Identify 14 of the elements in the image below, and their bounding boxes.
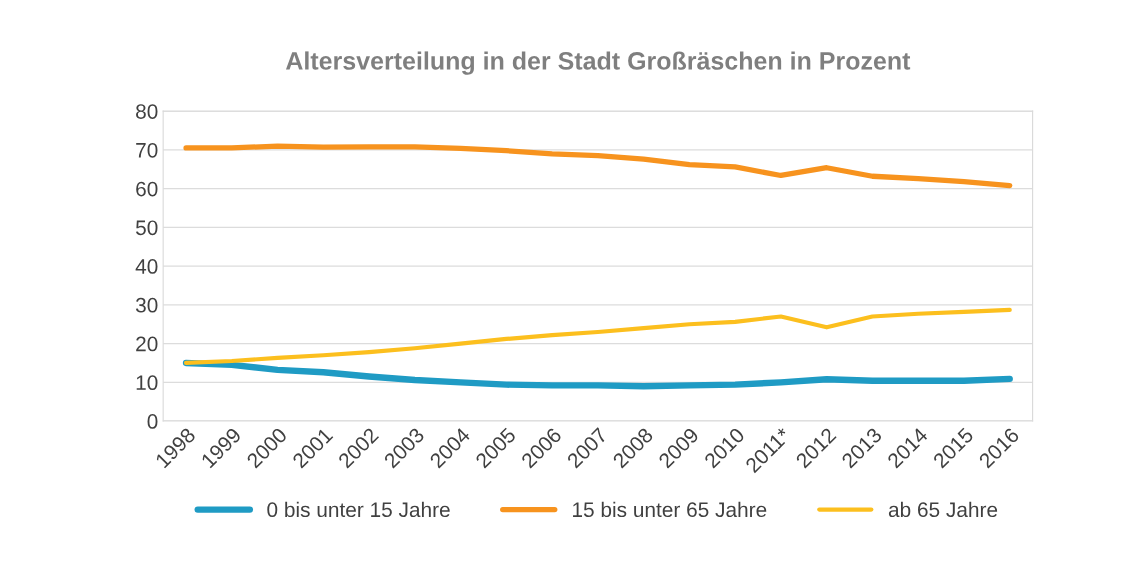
y-tick-label: 70 xyxy=(136,142,158,158)
y-tick-label: 10 xyxy=(136,375,158,391)
y-tick-label: 40 xyxy=(135,259,158,274)
y-tick-label: 0 xyxy=(147,414,158,429)
y-tick-label: 60 xyxy=(136,181,158,197)
line-series xyxy=(183,307,1012,366)
legend-label: ab 65 Jahre xyxy=(888,501,998,518)
chart-title: Altersverteilung in der Stadt Großräschen in Prozent xyxy=(285,51,911,75)
y-tick-label: 20 xyxy=(136,336,158,352)
y-tick-label: 80 xyxy=(136,104,158,119)
legend-label: 0 bis unter 15 Jahre xyxy=(267,501,450,518)
legend-label: 15 bis unter 65 Jahre xyxy=(573,501,767,518)
y-tick-label: 30 xyxy=(135,297,158,313)
y-tick-label: 50 xyxy=(135,220,158,236)
